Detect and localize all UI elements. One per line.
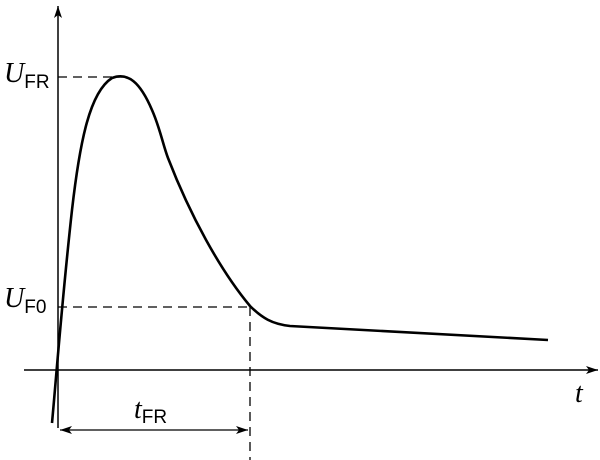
symbol: U <box>4 283 26 314</box>
subscript: FR <box>24 72 49 93</box>
t-axis-label: t <box>575 378 584 409</box>
symbol: t <box>134 394 143 425</box>
symbol: U <box>4 58 26 89</box>
u-fr-label: UFR <box>4 58 50 93</box>
voltage-curve <box>50 75 549 424</box>
subscript: F0 <box>24 297 46 318</box>
subscript: FR <box>142 407 167 428</box>
t-fr-label: tFR <box>134 394 167 428</box>
u-f0-label: UF0 <box>4 283 46 318</box>
